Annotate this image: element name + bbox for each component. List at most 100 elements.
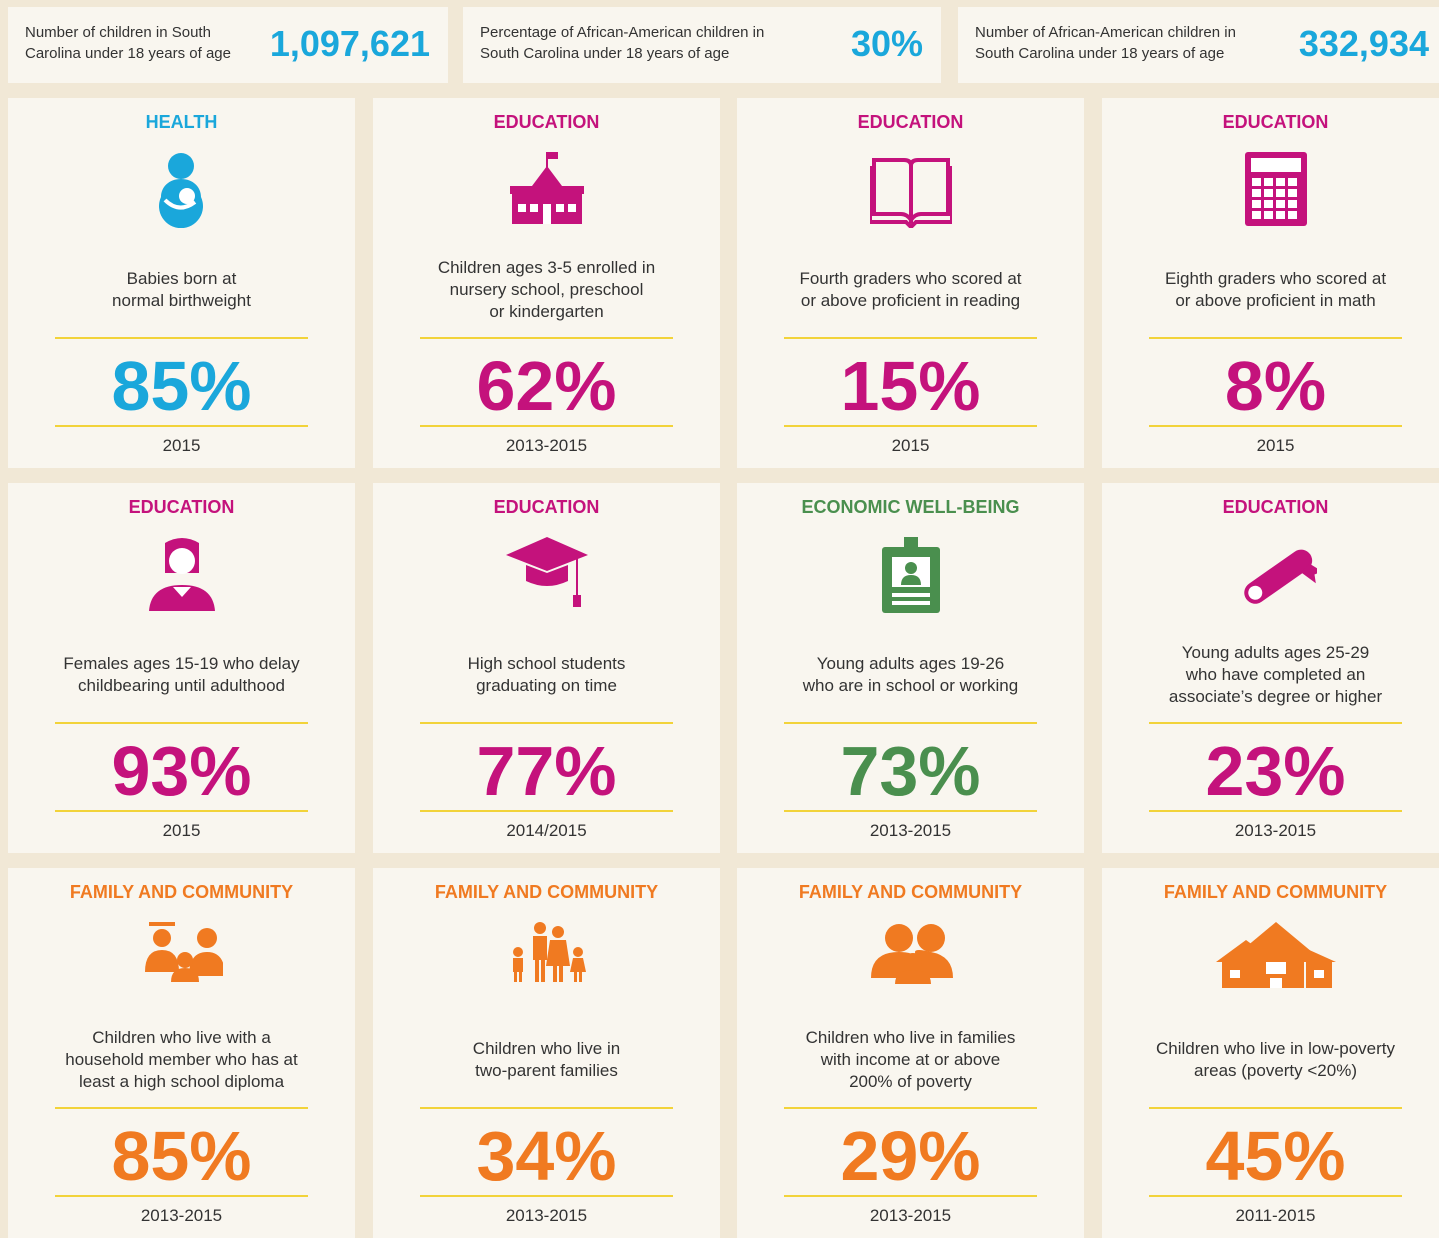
icon (512, 922, 586, 982)
period: 2013-2015 (505, 436, 588, 455)
divider (784, 1195, 1037, 1197)
description: Children who live in families (805, 1028, 1016, 1047)
period: 2015 (162, 436, 201, 455)
icon (1243, 549, 1317, 604)
description: or above proficient in reading (800, 291, 1021, 310)
stat-card: EDUCATION High school students graduating … (373, 483, 720, 853)
period: 2013-2015 (869, 1206, 952, 1225)
period: 2015 (162, 821, 201, 840)
description: who are in school or working (802, 676, 1019, 695)
divider (784, 722, 1037, 724)
stat-box: Number of children in South Carolina unde… (8, 7, 448, 83)
icon (144, 922, 223, 982)
icon (881, 537, 940, 613)
description: Fourth graders who scored at (799, 269, 1022, 288)
description: Children ages 3-5 enrolled in (437, 258, 656, 277)
stat-card: EDUCATION Children ages 3-5 enrolled in nu… (373, 98, 720, 468)
category: EDUCATION (493, 112, 600, 132)
value: 85% (111, 1117, 252, 1195)
divider (420, 810, 673, 812)
period: 2015 (1256, 436, 1295, 455)
period: 2013-2015 (505, 1206, 588, 1225)
stat-value: 332,934 (1298, 23, 1429, 64)
stat-card: ECONOMIC WELL-BEING Young adults ages 19-… (737, 483, 1084, 853)
description: Eighth graders who scored at (1164, 269, 1387, 288)
stat-card: EDUCATION Young adults ages 25-29 who have… (1102, 483, 1439, 853)
value: 77% (476, 732, 617, 810)
category: ECONOMIC WELL-BEING (801, 497, 1020, 517)
description: or kindergarten (489, 302, 604, 321)
stat-label: South Carolina under 18 years of age (975, 45, 1225, 62)
description: with income at or above (820, 1050, 1001, 1069)
period: 2015 (891, 436, 930, 455)
value: 73% (840, 732, 981, 810)
stat-card: HEALTH Babies born at normal birthweight 85… (8, 98, 355, 468)
description: childbearing until adulthood (78, 676, 285, 695)
icon (509, 152, 584, 224)
description: household member who has at (65, 1050, 298, 1069)
icon (1244, 152, 1307, 226)
period: 2013-2015 (140, 1206, 223, 1225)
icon (1215, 922, 1336, 988)
icon (869, 158, 952, 228)
description: 200% of poverty (849, 1072, 972, 1091)
stat-card: FAMILY AND COMMUNITY Children who live in… (373, 868, 720, 1238)
divider (1149, 425, 1402, 427)
description: areas (poverty <20%) (1194, 1061, 1357, 1080)
stat-card: FAMILY AND COMMUNITY Children who live in… (1102, 868, 1439, 1238)
description: graduating on time (476, 676, 617, 695)
category: FAMILY AND COMMUNITY (798, 882, 1023, 902)
category: FAMILY AND COMMUNITY (69, 882, 294, 902)
description: Children who live with a (92, 1028, 271, 1047)
category: EDUCATION (1222, 497, 1329, 517)
divider (55, 810, 308, 812)
description: associate’s degree or higher (1168, 687, 1383, 706)
description: High school students (467, 654, 626, 673)
divider (1149, 337, 1402, 339)
divider (1149, 1107, 1402, 1109)
stat-label: Number of African-American children in (975, 24, 1236, 41)
divider (55, 1195, 308, 1197)
divider (420, 722, 673, 724)
value: 45% (1205, 1117, 1346, 1195)
category: EDUCATION (493, 497, 600, 517)
divider (55, 425, 308, 427)
icon (148, 538, 215, 611)
divider (420, 337, 673, 339)
stat-label: Percentage of African-American children … (480, 24, 765, 41)
description: normal birthweight (112, 291, 251, 310)
stat-label: Carolina under 18 years of age (25, 45, 231, 62)
stat-card: EDUCATION Fourth graders who scored at or … (737, 98, 1084, 468)
value: 29% (840, 1117, 981, 1195)
category: EDUCATION (1222, 112, 1329, 132)
stat-box: Percentage of African-American children … (463, 7, 941, 83)
description: least a high school diploma (78, 1072, 285, 1091)
period: 2011-2015 (1235, 1206, 1316, 1225)
category: EDUCATION (857, 112, 964, 132)
stat-value: 1,097,621 (269, 23, 430, 64)
divider (55, 722, 308, 724)
value: 23% (1205, 732, 1346, 810)
stat-label: Number of children in South (25, 24, 211, 41)
divider (55, 337, 308, 339)
value: 34% (476, 1117, 617, 1195)
stat-card: FAMILY AND COMMUNITY Children who live in… (737, 868, 1084, 1238)
period: 2013-2015 (1234, 821, 1317, 840)
description: Children who live in low-poverty (1155, 1039, 1396, 1058)
description: Babies born at (126, 269, 237, 288)
description: nursery school, preschool (449, 280, 644, 299)
stat-box: Number of African-American children in So… (958, 7, 1439, 83)
category: FAMILY AND COMMUNITY (1163, 882, 1388, 902)
divider (420, 1195, 673, 1197)
icon (505, 537, 588, 607)
stat-card: FAMILY AND COMMUNITY Children who live wi… (8, 868, 355, 1238)
stat-label: South Carolina under 18 years of age (480, 45, 730, 62)
value: 8% (1224, 347, 1327, 425)
description: two-parent families (475, 1061, 618, 1080)
stat-card: EDUCATION Eighth graders who scored at or … (1102, 98, 1439, 468)
value: 93% (111, 732, 252, 810)
divider (420, 425, 673, 427)
divider (420, 1107, 673, 1109)
divider (55, 1107, 308, 1109)
